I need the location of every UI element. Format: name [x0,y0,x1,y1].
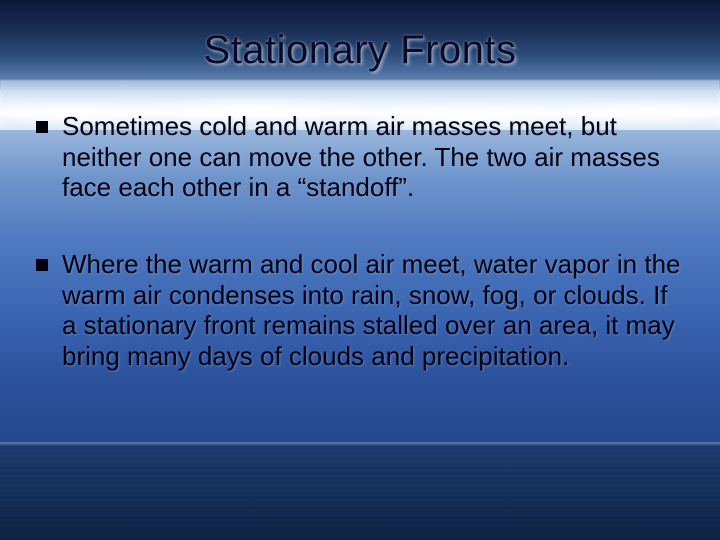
slide-content: Stationary Fronts Sometimes cold and war… [0,0,720,540]
bullet-list: Sometimes cold and warm air masses meet,… [34,111,686,372]
bullet-item: Sometimes cold and warm air masses meet,… [34,111,686,203]
bullet-item: Where the warm and cool air meet, water … [34,249,686,372]
slide-title: Stationary Fronts [34,28,686,73]
